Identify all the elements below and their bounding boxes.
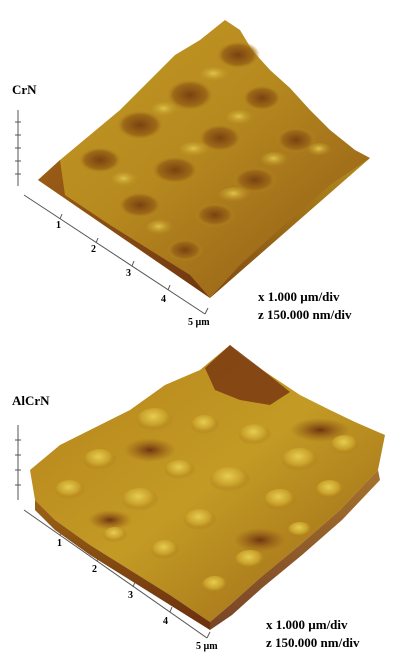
scale-x-crn: x 1.000 µm/div [258,289,340,304]
afm-panel-alcrn: AlCrN 1 2 3 4 5 µm x 1.000 µm/div z 150.… [0,330,404,657]
scale-z-crn: z 150.000 nm/div [258,307,352,322]
x-tick-3: 3 [126,268,131,279]
scale-z-alcrn: z 150.000 nm/div [266,635,360,650]
x-tick-2: 2 [91,244,96,255]
sample-label-alcrn: AlCrN [12,393,50,408]
surface-top-face-2 [30,345,385,622]
x-axis [23,194,206,315]
sample-label-crn: CrN [12,82,37,97]
surface-right-face-2 [210,470,380,630]
x-tick-3-b: 3 [128,590,133,601]
scale-x-alcrn: x 1.000 µm/div [266,617,348,632]
x-tick-4-b: 4 [163,616,168,627]
afm-surface-alcrn [15,345,385,639]
surface-right-face [210,158,370,298]
x-tick-1-b: 1 [57,538,62,549]
x-axis-2 [23,509,208,639]
x-tick-4: 4 [161,294,166,305]
afm-surface-crn [15,20,370,315]
x-tick-5-b: 5 µm [196,641,218,652]
x-tick-1: 1 [56,220,61,231]
x-tick-2-b: 2 [92,564,97,575]
surface-left-face-2 [35,500,210,630]
afm-panel-crn: CrN 1 2 3 4 5 µm x 1.000 µm/div z 150.00… [12,20,370,328]
surface-left-face [38,160,210,298]
x-tick-5: 5 µm [188,317,210,328]
